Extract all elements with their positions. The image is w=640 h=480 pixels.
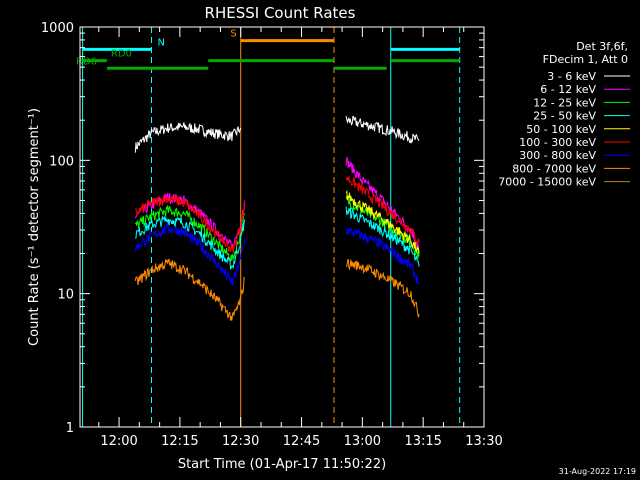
legend-header-2: FDecim 1, Att 0 [543, 53, 628, 66]
series-line [345, 258, 420, 318]
legend-label: 25 - 50 keV [533, 110, 596, 123]
legend-label: 7000 - 15000 keV [498, 176, 596, 189]
x-tick-label: 12:15 [161, 434, 198, 449]
series-line [134, 122, 242, 153]
y-axis-label: Count Rate (s⁻¹ detector segment⁻¹) [27, 108, 42, 346]
series-line [345, 175, 420, 244]
x-axis: 12:00 12:15 12:30 12:45 13:00 13:15 13:30 [98, 27, 503, 449]
y-tick-label: 1000 [41, 21, 74, 36]
series-line [345, 115, 420, 144]
legend-label: 6 - 12 keV [540, 83, 596, 96]
state-bar-label: RD0 [111, 49, 132, 60]
series-line [134, 221, 246, 285]
y-axis: 1 10 100 1000 [41, 21, 484, 436]
series-line [345, 227, 420, 285]
x-tick-label: 13:00 [344, 434, 381, 449]
series-line [345, 206, 420, 267]
y-tick-label: 1 [66, 421, 74, 436]
legend-label: 3 - 6 keV [547, 70, 596, 83]
y-tick-label: 10 [57, 288, 74, 303]
legend-header-1: Det 3f,6f, [576, 40, 628, 53]
state-bar-label: RD6 [76, 56, 97, 67]
state-bars: N S RD0 RD6 [76, 29, 460, 70]
x-tick-label: 13:30 [465, 434, 502, 449]
plot-frame [79, 26, 485, 428]
series-line [134, 205, 246, 262]
legend-label: 12 - 25 keV [533, 96, 596, 109]
state-bar-label: N [158, 37, 165, 48]
y-tick-label: 100 [49, 154, 74, 169]
series-lines [134, 115, 420, 321]
x-tick-label: 13:15 [404, 434, 441, 449]
legend-label: 800 - 7000 keV [512, 162, 596, 175]
x-tick-label: 12:00 [100, 434, 137, 449]
series-line [345, 189, 420, 254]
legend-label: 300 - 800 keV [519, 149, 596, 162]
series-line [345, 196, 420, 260]
state-bar-label: S [230, 29, 236, 40]
x-axis-label: Start Time (01-Apr-17 11:50:22) [178, 457, 386, 472]
chart-title: RHESSI Count Rates [205, 4, 356, 22]
x-tick-label: 12:30 [222, 434, 259, 449]
series-line [134, 215, 246, 270]
footer-date: 31-Aug-2022 17:19 [559, 467, 636, 476]
legend-label: 100 - 300 keV [519, 136, 596, 149]
series-line [134, 195, 246, 254]
legend-label: 50 - 100 keV [526, 123, 596, 136]
series-line [134, 258, 246, 321]
x-tick-label: 12:45 [283, 434, 320, 449]
